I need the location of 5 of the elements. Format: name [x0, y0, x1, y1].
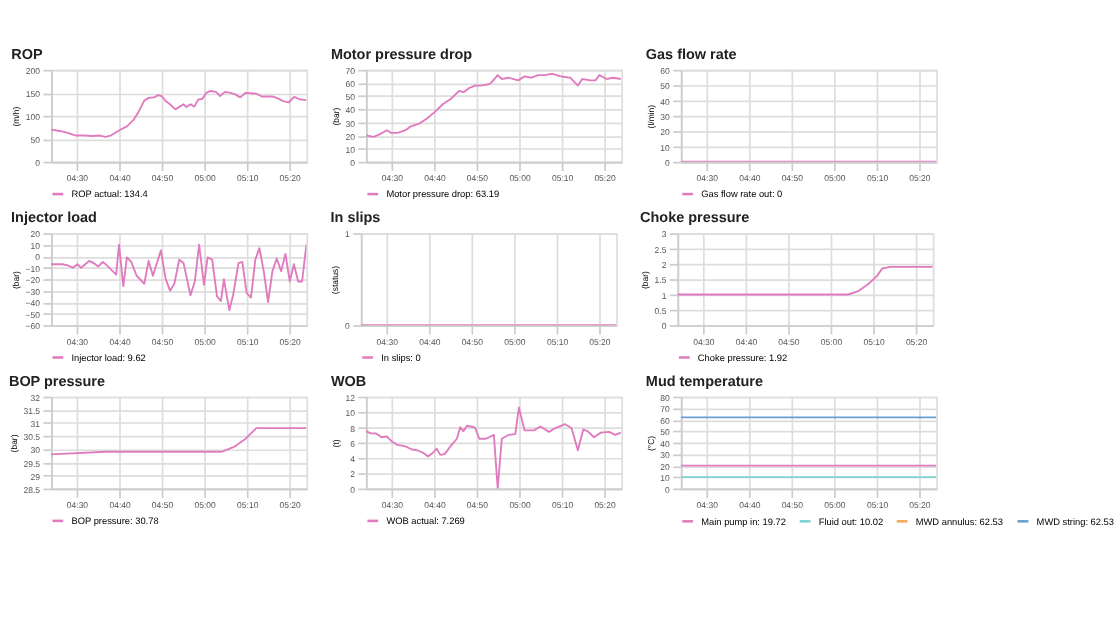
line-series	[365, 72, 622, 138]
line-series	[51, 243, 307, 312]
line-series	[51, 427, 307, 456]
line-series	[677, 266, 933, 296]
line-series	[51, 90, 307, 138]
